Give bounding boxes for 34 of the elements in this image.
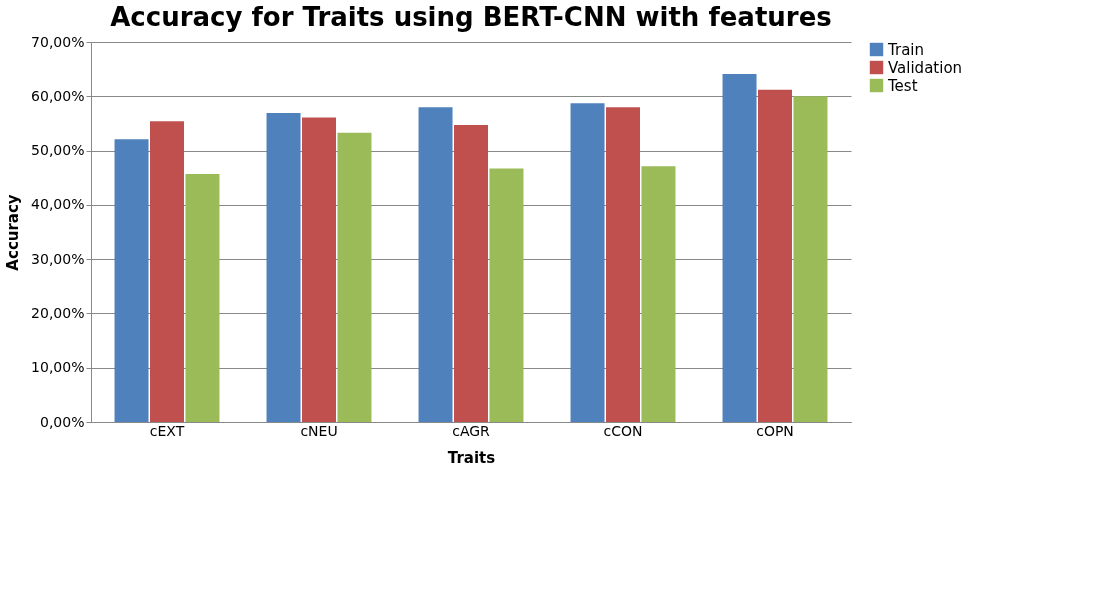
x-tick-label: cNEU — [300, 422, 338, 439]
bar — [185, 173, 220, 422]
bar — [722, 74, 757, 422]
bar — [641, 166, 676, 422]
bar — [793, 96, 828, 422]
y-axis-title: Accuracy — [4, 194, 23, 271]
bar — [570, 103, 605, 422]
x-tick-label: cOPN — [756, 422, 794, 439]
y-tick-label: 60,00% — [31, 87, 85, 104]
bar — [337, 132, 372, 422]
y-tick-label: 40,00% — [31, 196, 85, 213]
bar — [266, 113, 301, 422]
x-tick-label: cEXT — [149, 422, 185, 439]
legend-label: Test — [887, 76, 918, 95]
y-tick-label: 30,00% — [31, 250, 85, 267]
bar — [489, 168, 524, 422]
x-tick-label: cAGR — [452, 422, 491, 439]
bar — [758, 89, 792, 422]
y-tick-label: 50,00% — [31, 142, 85, 159]
legend-label: Train — [887, 40, 924, 59]
bar — [150, 121, 184, 422]
bar — [454, 125, 488, 422]
bar — [606, 107, 640, 422]
bar — [418, 107, 453, 422]
y-tick-label: 0,00% — [40, 413, 85, 430]
y-tick-label: 20,00% — [31, 304, 85, 321]
bar — [302, 117, 336, 422]
y-tick-label: 10,00% — [31, 359, 85, 376]
bar — [114, 139, 149, 422]
x-tick-label: cCON — [603, 422, 643, 439]
chart-title: Accuracy for Traits using BERT-CNN with features — [110, 2, 832, 32]
x-axis-title: Traits — [447, 448, 496, 467]
legend-label: Validation — [888, 58, 963, 77]
y-tick-label: 70,00% — [31, 33, 85, 50]
